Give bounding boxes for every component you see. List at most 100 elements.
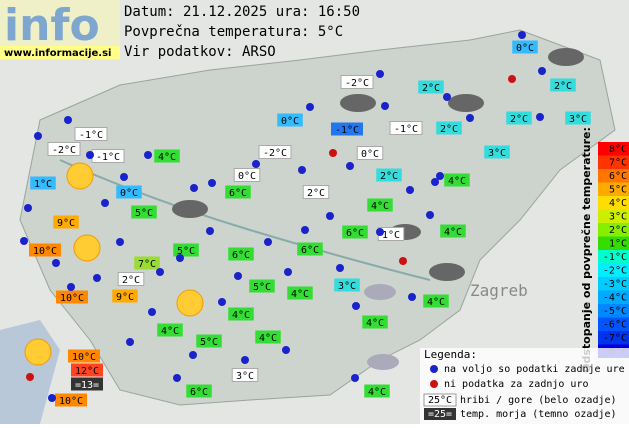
station-box	[440, 224, 466, 238]
station-temp: 10°C	[60, 293, 84, 304]
station-temp: 2°C	[554, 81, 572, 92]
station-box	[228, 307, 254, 321]
station-box	[565, 111, 591, 125]
station-temp: 0°C	[516, 43, 534, 54]
station-temp: 4°C	[448, 176, 466, 187]
scale-swatch	[598, 223, 629, 237]
sun-icon	[66, 162, 94, 190]
scale-label: -7°C	[603, 333, 627, 344]
station-temp: 3°C	[236, 371, 254, 382]
station-temp: 4°C	[368, 387, 386, 398]
station-box	[74, 127, 108, 141]
legend-sea: temp. morja (temno ozadje)	[460, 409, 617, 420]
suns	[24, 162, 204, 366]
station-temp: 6°C	[190, 387, 208, 398]
station-box	[29, 243, 61, 257]
scale-label: 7°C	[609, 158, 627, 169]
station-box	[364, 384, 390, 398]
station-temp: 3°C	[338, 281, 356, 292]
station-temp: -2°C	[52, 145, 76, 156]
station-box	[342, 225, 368, 239]
station-box	[231, 368, 259, 382]
station-dot	[173, 374, 181, 382]
station-box	[258, 145, 292, 159]
legend-available: na voljo so podatki zadnje ure	[444, 364, 625, 375]
hill-sample: 25°C	[428, 395, 452, 406]
station-temp: -1°C	[79, 130, 103, 141]
clouds	[172, 48, 584, 370]
station-temp: 2°C	[422, 83, 440, 94]
station-dot	[86, 151, 94, 159]
station-dot	[408, 293, 416, 301]
scale-swatch	[598, 142, 629, 156]
cloud-icon	[548, 48, 584, 66]
station-temp: 0°C	[361, 149, 379, 160]
scale-swatch	[598, 331, 629, 345]
sun-icon	[24, 338, 52, 366]
station-box	[362, 315, 388, 329]
station-temp: 10°C	[72, 352, 96, 363]
station-temp: -1°C	[96, 152, 120, 163]
station-box	[154, 149, 180, 163]
station-dot	[431, 178, 439, 186]
station-dot	[381, 102, 389, 110]
country-shape	[19, 29, 616, 406]
station-temp: 0°C	[120, 188, 138, 199]
station-box	[68, 349, 100, 363]
station-dot	[326, 212, 334, 220]
station-box	[302, 185, 330, 199]
cloud-icon	[367, 354, 399, 370]
station-dot	[284, 268, 292, 276]
scale-label: 1°C	[609, 239, 627, 250]
station-temp: 3°C	[488, 148, 506, 159]
station-box	[334, 278, 360, 292]
station-box	[550, 78, 576, 92]
station-temp: -2°C	[263, 148, 287, 159]
station-box	[71, 377, 103, 391]
station-box	[47, 142, 81, 156]
station-temp: -1°C	[335, 125, 359, 136]
date-line: Datum: 21.12.2025 ura: 16:50	[124, 4, 360, 20]
station-box	[134, 256, 160, 270]
station-box	[131, 205, 157, 219]
station-temp: 1°C	[382, 230, 400, 241]
station-dot	[406, 186, 414, 194]
station-dot	[466, 114, 474, 122]
station-box	[53, 215, 79, 229]
station-box	[225, 185, 251, 199]
station-box	[255, 330, 281, 344]
station-box	[30, 176, 56, 190]
station-dot	[148, 308, 156, 316]
station-temp: 4°C	[444, 227, 462, 238]
cloud-icon	[448, 94, 484, 112]
station-box	[356, 146, 384, 160]
station-box	[173, 243, 199, 257]
station-temp: 4°C	[371, 201, 389, 212]
station-temp: 0°C	[281, 116, 299, 127]
station-dot	[120, 173, 128, 181]
station-temp: 2°C	[380, 171, 398, 182]
station-dot	[443, 93, 451, 101]
station-box	[436, 121, 462, 135]
missing-dot	[26, 373, 34, 381]
station-temp: 3°C	[569, 114, 587, 125]
scale-title: Odstopanje od povprečne temperature:	[580, 127, 593, 373]
legend-hill: hribi / gore (belo ozadje)	[460, 395, 617, 406]
scale-label: -1°C	[603, 252, 627, 263]
station-temp: 6°C	[346, 228, 364, 239]
station-box	[71, 363, 103, 377]
station-dot	[306, 103, 314, 111]
station-dot	[116, 238, 124, 246]
station-dot	[264, 238, 272, 246]
station-dot	[426, 211, 434, 219]
hill-sample-box	[423, 393, 457, 407]
station-dot	[64, 116, 72, 124]
scale-swatch	[598, 182, 629, 196]
station-dot	[351, 374, 359, 382]
station-box	[157, 323, 183, 337]
station-box	[56, 290, 88, 304]
station-box	[444, 173, 470, 187]
cloud-icon	[340, 94, 376, 112]
blue-dot	[430, 365, 438, 373]
station-temp: 6°C	[301, 245, 319, 256]
